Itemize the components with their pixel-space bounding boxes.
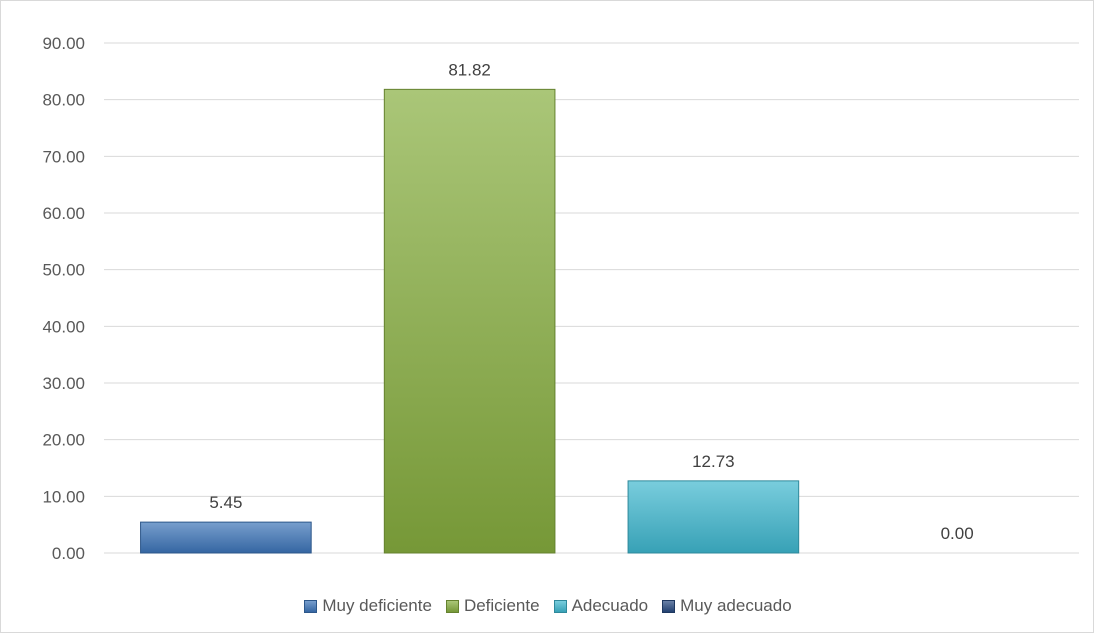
- legend-label: Muy adecuado: [680, 596, 792, 615]
- legend-item-deficiente: Deficiente: [445, 596, 540, 616]
- y-tick-label: 40.00: [42, 317, 85, 336]
- y-tick-label: 30.00: [42, 374, 85, 393]
- bar-chart: 0.00 10.00 20.00 30.00 40.00 50.00 60.00 70.00 8…: [42, 34, 1079, 563]
- legend-label: Adecuado: [571, 596, 649, 615]
- legend-item-muy-adecuado: Muy adecuado: [662, 596, 792, 616]
- legend-swatch: [553, 599, 567, 613]
- bars: [140, 88, 800, 554]
- bar-muy-deficiente: [140, 521, 312, 554]
- data-labels: 5.45 81.82 12.73 0.00: [209, 60, 973, 543]
- legend-label: Deficiente: [463, 596, 540, 615]
- data-label-deficiente: 81.82: [448, 60, 491, 79]
- y-tick-label: 10.00: [42, 487, 85, 506]
- bar-deficiente: [383, 88, 556, 554]
- y-tick-label: 80.00: [42, 91, 85, 110]
- legend-label: Muy deficiente: [322, 596, 432, 615]
- y-axis-tick-labels: 0.00 10.00 20.00 30.00 40.00 50.00 60.00 70.00 8…: [42, 34, 85, 563]
- y-tick-label: 20.00: [42, 431, 85, 450]
- y-tick-label: 0.00: [52, 544, 85, 563]
- gridlines: [104, 42, 1079, 554]
- y-tick-label: 50.00: [42, 261, 85, 280]
- legend: Muy deficiente Deficiente Adecuado Muy adec…: [1, 593, 1095, 619]
- legend-item-muy-deficiente: Muy deficiente: [304, 596, 432, 616]
- legend-item-adecuado: Adecuado: [553, 596, 649, 616]
- bar-adecuado: [627, 480, 800, 554]
- legend-swatch: [445, 599, 459, 613]
- legend-swatch: [662, 599, 676, 613]
- data-label-adecuado: 12.73: [692, 452, 735, 471]
- data-label-muy-adecuado: 0.00: [941, 524, 974, 543]
- data-label-muy-deficiente: 5.45: [209, 493, 242, 512]
- y-tick-label: 60.00: [42, 204, 85, 223]
- legend-swatch: [304, 599, 318, 613]
- y-tick-label: 90.00: [42, 34, 85, 53]
- y-tick-label: 70.00: [42, 147, 85, 166]
